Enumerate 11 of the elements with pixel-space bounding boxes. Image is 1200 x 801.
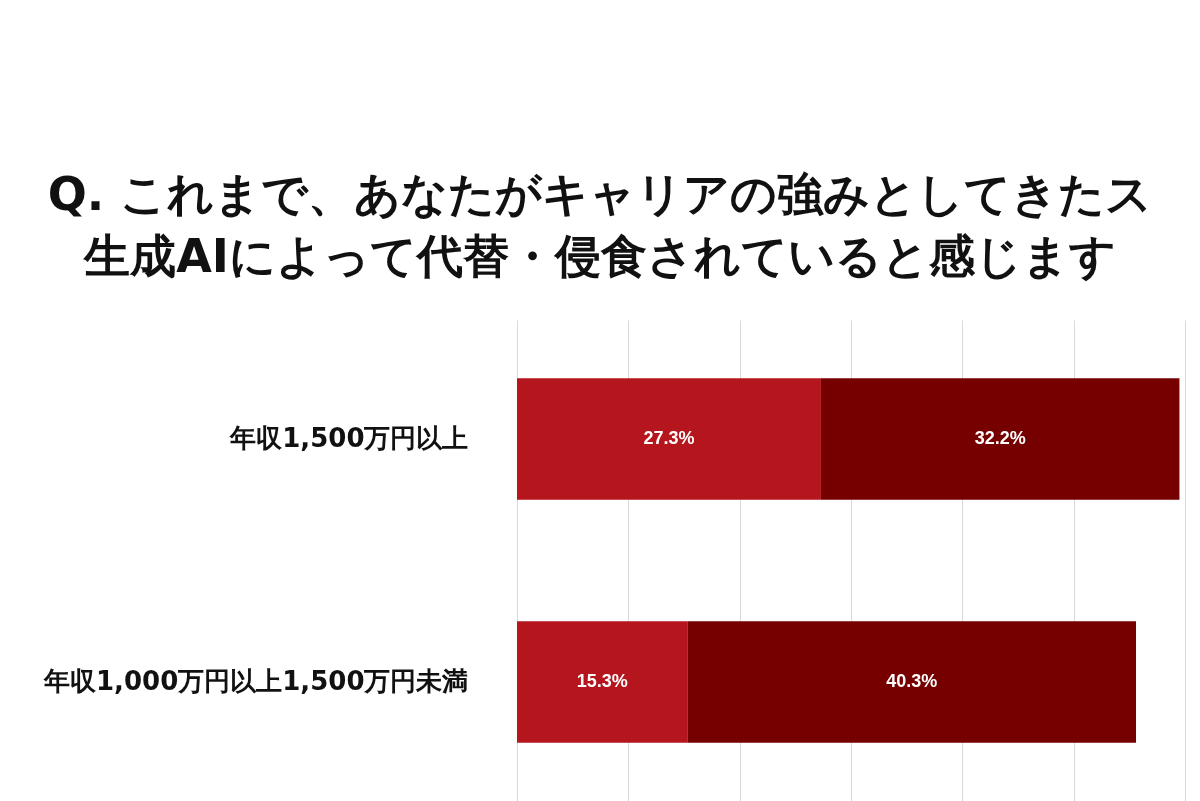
- bar: [517, 378, 821, 500]
- y-tick-label: 年収1,500万円以上: [229, 423, 469, 454]
- bar: [687, 621, 1137, 743]
- data-label: 32.2%: [974, 428, 1026, 449]
- data-label: 27.3%: [643, 428, 695, 449]
- chart-title: Q. これまで、あなたがキャリアの強みとしてきたス生成AIによって代替・侵食されていると感じます: [47, 167, 1153, 283]
- data-label: 40.3%: [886, 670, 938, 691]
- bar: [820, 378, 1180, 500]
- data-label: 15.3%: [576, 670, 628, 691]
- bar: [517, 621, 688, 743]
- y-tick-label: 年収1,000万円以上1,500万円未満: [43, 665, 469, 696]
